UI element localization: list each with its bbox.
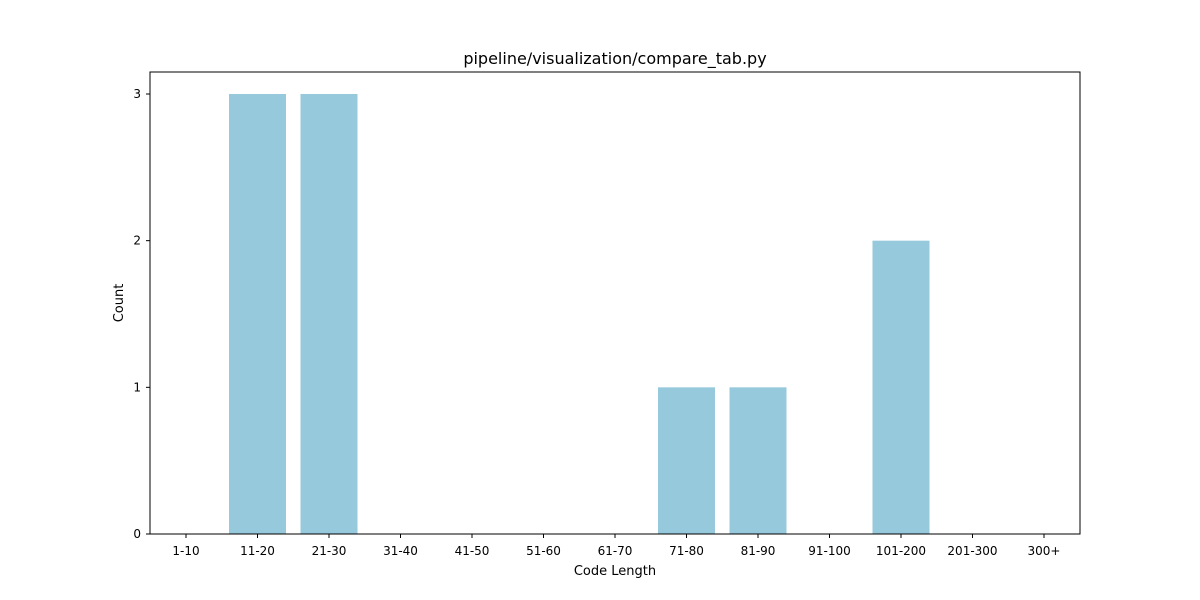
x-tick-label: 1-10	[172, 544, 199, 558]
bar-21-30	[300, 94, 358, 534]
y-tick-label: 3	[133, 87, 141, 101]
y-axis-label: Count	[112, 284, 127, 323]
bar-71-80	[658, 387, 715, 534]
x-tick-label: 201-300	[947, 544, 997, 558]
bar-81-90	[729, 387, 787, 534]
x-tick-label: 71-80	[669, 544, 704, 558]
x-tick-label: 41-50	[455, 544, 490, 558]
bars	[229, 94, 930, 534]
chart-title: pipeline/visualization/compare_tab.py	[463, 49, 766, 69]
x-tick-label: 21-30	[312, 544, 347, 558]
bar-11-20	[229, 94, 286, 534]
x-tick-label: 91-100	[808, 544, 851, 558]
y-tick-label: 0	[133, 527, 141, 541]
x-tick-label: 31-40	[383, 544, 418, 558]
x-tick-label: 81-90	[741, 544, 776, 558]
x-tick-label: 101-200	[876, 544, 926, 558]
x-tick-label: 300+	[1028, 544, 1061, 558]
x-tick-label: 51-60	[526, 544, 561, 558]
bar-101-200	[872, 240, 930, 534]
y-tick-label: 1	[133, 380, 141, 394]
y-axis: 0 1 2 3	[133, 87, 150, 541]
plot-frame	[149, 71, 1081, 535]
x-tick-label: 11-20	[240, 544, 275, 558]
x-axis: 1-10 11-20 21-30 31-40 41-50 51-60 61-70 71-80 8…	[172, 534, 1060, 558]
y-tick-label: 2	[133, 234, 141, 248]
x-axis-label: Code Length	[574, 564, 656, 579]
x-tick-label: 61-70	[598, 544, 633, 558]
